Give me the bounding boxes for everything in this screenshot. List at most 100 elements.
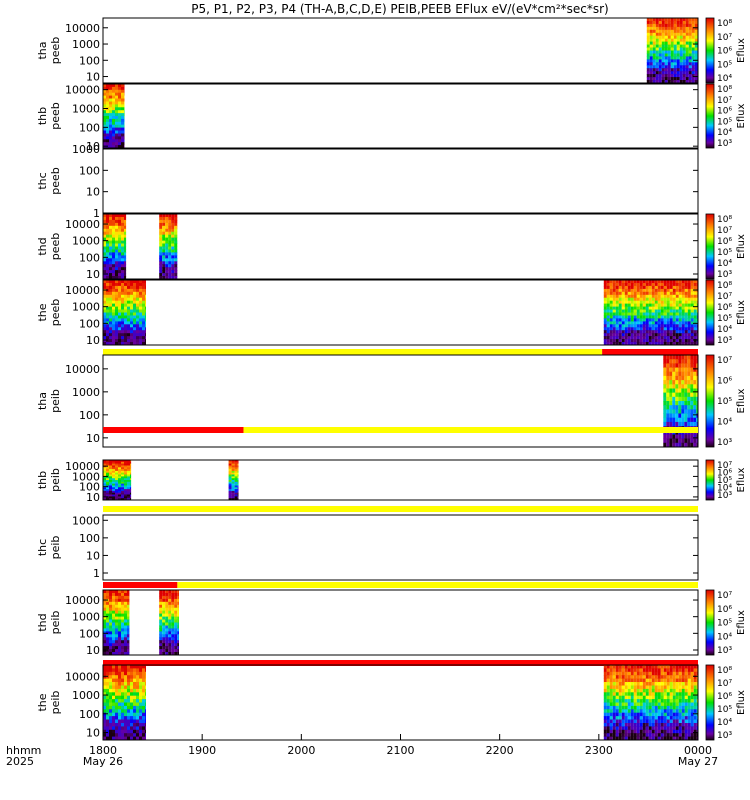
spectrogram-cell	[666, 388, 670, 394]
spectrogram-cell	[136, 312, 139, 316]
spectrogram-cell	[145, 723, 146, 727]
spectrogram-cell	[649, 26, 653, 31]
spectrogram-cell	[645, 288, 649, 293]
spectrogram-cell	[690, 685, 694, 690]
spectrogram-cell	[112, 736, 115, 741]
spectrogram-cell	[127, 736, 130, 741]
spectrogram-cell	[669, 280, 673, 284]
spectrogram-cell	[112, 643, 115, 647]
spectrogram-cell	[624, 702, 628, 707]
spectrogram-cell	[693, 330, 697, 334]
spectrogram-cell	[633, 312, 637, 316]
spectrogram-cell	[681, 729, 685, 734]
spectrogram-cell	[627, 726, 631, 731]
spectrogram-cell	[112, 628, 115, 632]
spectrogram-cell	[696, 692, 698, 697]
spectrogram-cell	[171, 625, 175, 629]
spectrogram-cell	[109, 625, 112, 629]
spectrogram-cell	[672, 401, 676, 406]
y-tick-label: 100	[79, 251, 100, 264]
spectrogram-cell	[690, 726, 694, 731]
spectrogram-cell	[234, 465, 238, 468]
spectrogram-cell	[106, 336, 109, 340]
spectrogram-cell	[112, 225, 115, 230]
spectrogram-cell	[661, 44, 665, 48]
spectrogram-cell	[103, 699, 106, 703]
spectrogram-cell	[115, 130, 118, 134]
spectrogram-cell	[612, 705, 616, 710]
spectrogram-cell	[609, 339, 613, 343]
spectrogram-cell	[139, 327, 142, 331]
chart-title: P5, P1, P2, P3, P4 (TH-A,B,C,D,E) PEIB,P…	[191, 2, 608, 16]
spectrogram-cell	[657, 665, 661, 669]
spectrogram-cell	[606, 671, 610, 676]
spectrogram-cell	[666, 417, 670, 423]
spectrogram-cell	[106, 492, 109, 495]
spectrogram-cell	[685, 71, 689, 75]
spectrogram-cell	[684, 285, 688, 290]
spectrogram-cell	[684, 668, 688, 673]
panel-product-label: peib	[49, 468, 62, 492]
spectrogram-cell	[660, 342, 664, 346]
spectrogram-cell	[678, 438, 682, 444]
spectrogram-cell	[690, 315, 694, 319]
spectrogram-cell	[639, 678, 643, 683]
spectrogram-cell	[103, 685, 106, 690]
spectrogram-cell	[654, 675, 658, 679]
spectrogram-cell	[159, 622, 163, 626]
spectrogram-cell	[112, 634, 115, 638]
spectrogram-cell	[678, 324, 682, 328]
spectrogram-cell	[109, 92, 112, 96]
spectrogram-cell	[636, 318, 640, 322]
spectrogram-cell	[103, 225, 106, 230]
spectrogram-cell	[112, 702, 115, 707]
spectrogram-cell	[118, 598, 121, 603]
spectrogram-cell	[124, 136, 125, 140]
spectrogram-cell	[657, 315, 661, 319]
spectrogram-cell	[115, 649, 118, 653]
spectrogram-cell	[636, 688, 640, 693]
spectrogram-cell	[618, 671, 622, 676]
spectrogram-cell	[112, 306, 115, 310]
spectrogram-cell	[664, 68, 668, 72]
spectrogram-cell	[109, 678, 112, 683]
spectrogram-cell	[621, 675, 625, 679]
spectrogram-cell	[106, 330, 109, 334]
spectrogram-cell	[627, 705, 631, 710]
spectrogram-cell	[675, 336, 679, 340]
spectrogram-cell	[655, 29, 659, 34]
spectrogram-cell	[115, 616, 118, 620]
spectrogram-cell	[121, 246, 124, 250]
spectrogram-cell	[636, 702, 640, 707]
spectrogram-cell	[621, 280, 625, 284]
spectrogram-cell	[228, 483, 232, 486]
spectrogram-cell	[139, 315, 142, 319]
spectrogram-cell	[121, 315, 124, 319]
spectrogram-cell	[627, 719, 631, 724]
spectrogram-cell	[636, 285, 640, 290]
spectrogram-cell	[684, 665, 688, 669]
spectrogram-cell	[627, 297, 631, 302]
spectrogram-cell	[679, 80, 683, 84]
spectrogram-cell	[660, 318, 664, 322]
spectrogram-cell	[171, 619, 175, 623]
spectrogram-cell	[691, 77, 695, 81]
spectrogram-cell	[142, 736, 145, 741]
spectrogram-cell	[603, 671, 607, 676]
spectrogram-cell	[115, 303, 118, 307]
spectrogram-cell	[618, 280, 622, 284]
spectrogram-cell	[121, 237, 124, 241]
spectrogram-cell	[633, 699, 637, 703]
spectrogram-cell	[124, 291, 127, 296]
spectrogram-cell	[663, 384, 667, 389]
spectrogram-cell	[609, 291, 613, 296]
spectrogram-cell	[603, 733, 607, 737]
panel-label: thd peib	[36, 611, 62, 635]
spectrogram-cell	[136, 675, 139, 679]
spectrogram-cell	[670, 38, 674, 43]
spectrogram-cell	[228, 494, 232, 497]
spectrogram-cell	[669, 318, 673, 322]
spectrogram-cell	[685, 59, 689, 63]
spectrogram-cell	[660, 291, 664, 296]
